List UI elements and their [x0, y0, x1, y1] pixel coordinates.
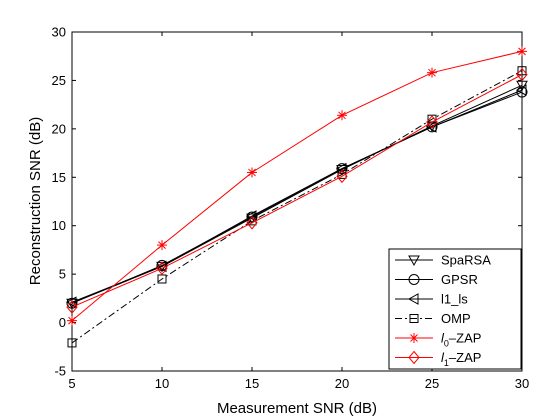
y-tick-label: 5 — [59, 267, 66, 282]
data-point — [425, 121, 437, 133]
x-axis-title: Measurement SNR (dB) — [217, 400, 377, 417]
data-point — [515, 84, 527, 96]
legend-item: l1_ls — [395, 292, 468, 307]
data-point — [157, 240, 167, 251]
series-line — [71, 74, 523, 308]
y-axis-title: Reconstruction SNR (dB) — [27, 117, 44, 285]
series-lines — [65, 46, 528, 348]
data-point — [67, 315, 77, 326]
series-5 — [66, 67, 528, 314]
legend-label: OMP — [441, 311, 471, 326]
data-point — [246, 216, 258, 230]
series-line — [71, 89, 523, 303]
legend-marker — [409, 314, 419, 323]
legend-label: SpaRSA — [441, 253, 491, 268]
legend-item: GPSR — [395, 272, 478, 287]
data-point — [427, 114, 437, 124]
y-tick-label: 30 — [52, 25, 66, 40]
x-tick-label: 30 — [515, 376, 529, 391]
data-point — [426, 115, 438, 129]
data-point — [337, 110, 347, 121]
data-point — [247, 167, 257, 178]
y-tick-label: -5 — [54, 364, 66, 379]
data-point — [516, 67, 528, 82]
legend-label: l0–ZAP — [441, 331, 481, 349]
series-line — [71, 70, 523, 344]
x-tick-label: 20 — [335, 376, 349, 391]
data-point — [66, 297, 78, 309]
data-point — [67, 338, 77, 348]
legend-item: OMP — [395, 311, 471, 326]
legend-marker — [408, 350, 420, 365]
axis-ticks: 5 10 15 20 25 30 -5 0 5 10 15 20 25 30 — [52, 25, 530, 392]
x-tick-label: 25 — [425, 376, 439, 391]
data-point — [517, 46, 527, 57]
legend-label: l1_ls — [441, 292, 468, 307]
x-tick-label: 15 — [245, 376, 259, 391]
data-point — [246, 211, 258, 223]
series-line — [71, 50, 523, 322]
series-4 — [67, 46, 527, 326]
legend-marker — [408, 255, 420, 267]
legend-item: SpaRSA — [395, 253, 491, 268]
y-tick-label: 15 — [52, 170, 66, 185]
x-tick-label: 10 — [155, 376, 169, 391]
series-2 — [65, 84, 527, 309]
legend-label: GPSR — [441, 272, 478, 287]
y-tick-label: 10 — [52, 218, 66, 233]
legend-box — [388, 248, 522, 370]
data-point — [156, 261, 168, 276]
legend-marker — [408, 274, 420, 285]
y-tick-label: 0 — [59, 315, 66, 330]
y-tick-label: 25 — [52, 73, 66, 88]
legend-marker — [409, 333, 419, 343]
data-point — [66, 300, 78, 314]
data-point — [336, 169, 348, 184]
legend-item: l0–ZAP — [395, 331, 481, 349]
legend-marker — [407, 293, 419, 305]
y-tick-label: 20 — [52, 121, 66, 136]
legend-item: l1–ZAP — [395, 350, 481, 368]
data-point — [65, 296, 77, 309]
x-tick-label: 5 — [68, 376, 75, 391]
data-point — [427, 67, 437, 78]
data-point — [245, 210, 257, 222]
legend-label: l1–ZAP — [441, 350, 481, 368]
